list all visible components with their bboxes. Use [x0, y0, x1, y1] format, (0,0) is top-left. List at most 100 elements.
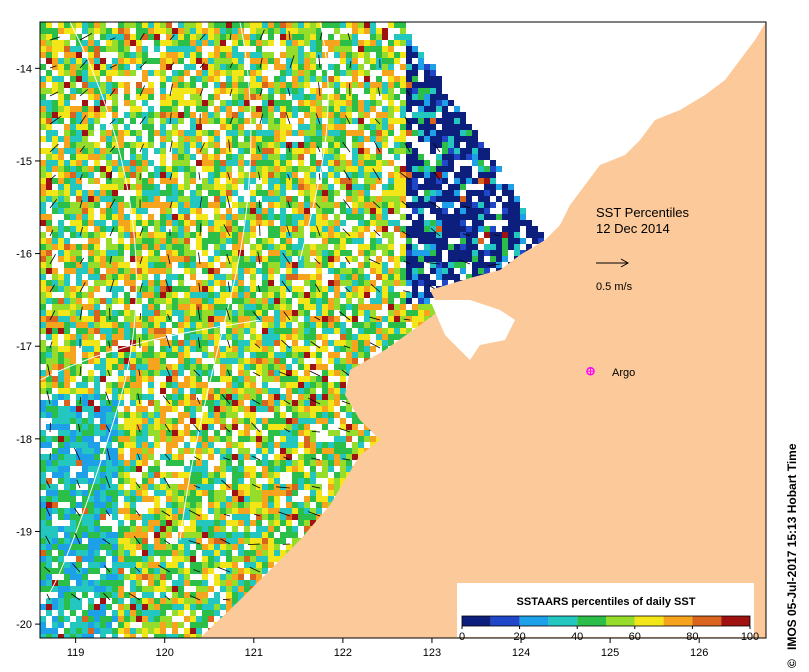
- sst-pixel: [94, 190, 100, 196]
- sst-pixel: [160, 208, 166, 214]
- sst-pixel: [400, 22, 406, 28]
- sst-pixel: [478, 202, 484, 208]
- sst-pixel: [496, 166, 502, 172]
- sst-pixel: [502, 244, 508, 250]
- sst-pixel: [208, 238, 214, 244]
- sst-pixel: [334, 286, 340, 292]
- sst-pixel: [280, 454, 286, 460]
- sst-pixel: [190, 172, 196, 178]
- sst-pixel: [130, 202, 136, 208]
- sst-pixel: [430, 94, 436, 100]
- sst-pixel: [76, 154, 82, 160]
- sst-pixel: [214, 250, 220, 256]
- sst-pixel: [244, 106, 250, 112]
- sst-pixel: [430, 226, 436, 232]
- sst-pixel: [376, 214, 382, 220]
- sst-pixel: [70, 118, 76, 124]
- sst-pixel: [490, 172, 496, 178]
- sst-pixel: [238, 364, 244, 370]
- sst-pixel: [166, 316, 172, 322]
- sst-pixel: [406, 52, 412, 58]
- sst-pixel: [58, 148, 64, 154]
- sst-pixel: [208, 370, 214, 376]
- sst-pixel: [202, 166, 208, 172]
- sst-pixel: [220, 118, 226, 124]
- sst-pixel: [304, 184, 310, 190]
- sst-pixel: [280, 310, 286, 316]
- sst-pixel: [100, 220, 106, 226]
- sst-pixel: [274, 142, 280, 148]
- sst-pixel: [424, 280, 430, 286]
- sst-pixel: [268, 220, 274, 226]
- sst-pixel: [106, 142, 112, 148]
- sst-pixel: [418, 112, 424, 118]
- sst-pixel: [88, 106, 94, 112]
- sst-pixel: [238, 406, 244, 412]
- sst-pixel: [202, 148, 208, 154]
- sst-pixel: [52, 28, 58, 34]
- sst-pixel: [112, 352, 118, 358]
- sst-pixel: [472, 250, 478, 256]
- sst-pixel: [352, 442, 358, 448]
- sst-pixel: [46, 148, 52, 154]
- sst-pixel: [406, 118, 412, 124]
- sst-pixel: [244, 394, 250, 400]
- sst-pixel: [88, 28, 94, 34]
- sst-pixel: [394, 166, 400, 172]
- sst-pixel: [226, 448, 232, 454]
- sst-pixel: [112, 424, 118, 430]
- sst-pixel: [58, 412, 64, 418]
- sst-pixel: [40, 250, 46, 256]
- sst-pixel: [340, 238, 346, 244]
- sst-pixel: [148, 178, 154, 184]
- sst-pixel: [184, 130, 190, 136]
- sst-pixel: [208, 220, 214, 226]
- sst-pixel: [250, 40, 256, 46]
- sst-pixel: [334, 244, 340, 250]
- sst-pixel: [124, 316, 130, 322]
- sst-pixel: [340, 70, 346, 76]
- sst-pixel: [322, 208, 328, 214]
- sst-pixel: [94, 160, 100, 166]
- sst-pixel: [250, 286, 256, 292]
- sst-pixel: [286, 52, 292, 58]
- sst-pixel: [502, 250, 508, 256]
- sst-pixel: [220, 40, 226, 46]
- sst-pixel: [148, 292, 154, 298]
- sst-pixel: [58, 286, 64, 292]
- sst-pixel: [220, 412, 226, 418]
- sst-pixel: [268, 448, 274, 454]
- sst-pixel: [100, 262, 106, 268]
- sst-pixel: [322, 376, 328, 382]
- sst-pixel: [430, 238, 436, 244]
- sst-pixel: [226, 250, 232, 256]
- sst-pixel: [376, 316, 382, 322]
- sst-pixel: [94, 244, 100, 250]
- sst-pixel: [100, 226, 106, 232]
- sst-pixel: [388, 82, 394, 88]
- sst-pixel: [430, 232, 436, 238]
- sst-pixel: [40, 40, 46, 46]
- sst-pixel: [400, 244, 406, 250]
- sst-pixel: [172, 232, 178, 238]
- sst-pixel: [346, 238, 352, 244]
- sst-pixel: [112, 70, 118, 76]
- sst-pixel: [250, 352, 256, 358]
- sst-pixel: [352, 448, 358, 454]
- sst-pixel: [190, 82, 196, 88]
- sst-pixel: [184, 400, 190, 406]
- sst-pixel: [340, 106, 346, 112]
- sst-pixel: [454, 172, 460, 178]
- sst-pixel: [262, 358, 268, 364]
- sst-pixel: [340, 322, 346, 328]
- sst-pixel: [298, 46, 304, 52]
- sst-pixel: [406, 316, 412, 322]
- sst-pixel: [286, 394, 292, 400]
- sst-pixel: [94, 232, 100, 238]
- sst-pixel: [88, 256, 94, 262]
- sst-pixel: [286, 322, 292, 328]
- sst-pixel: [160, 352, 166, 358]
- sst-pixel: [70, 388, 76, 394]
- sst-pixel: [58, 160, 64, 166]
- sst-pixel: [232, 316, 238, 322]
